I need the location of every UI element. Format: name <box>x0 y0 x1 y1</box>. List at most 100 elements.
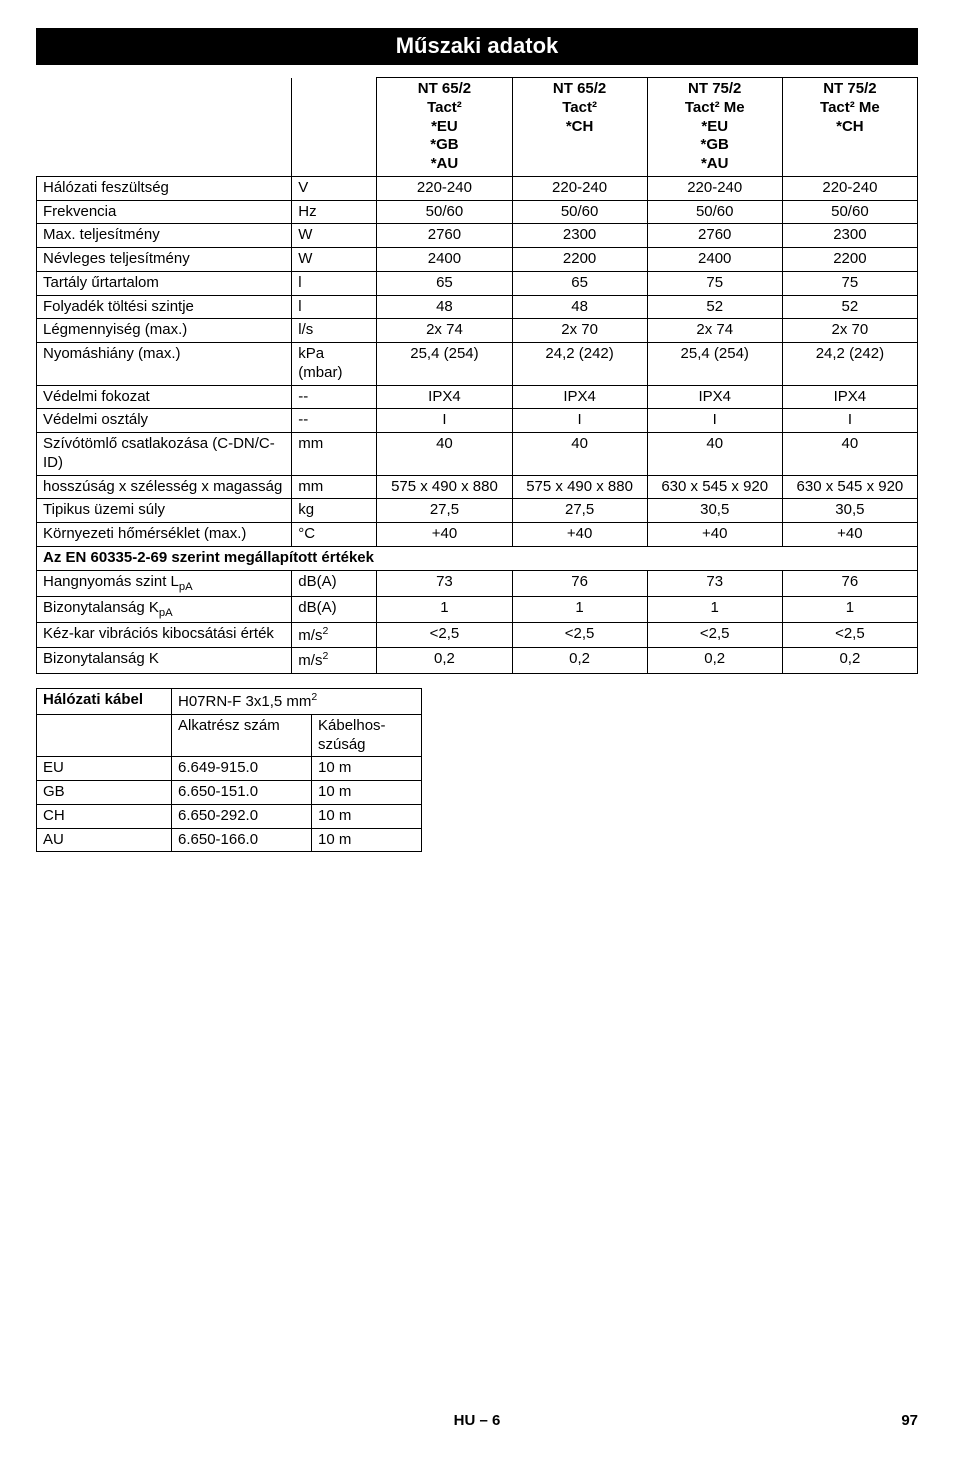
cable-region: AU <box>37 828 172 852</box>
cable-col1-header: Alkatrész szám <box>172 714 312 757</box>
section-row: Az EN 60335-2-69 szerint megállapított é… <box>37 546 918 570</box>
param-value: 40 <box>647 433 782 476</box>
page-footer: HU – 6 97 <box>36 1412 918 1429</box>
param-value: 73 <box>647 570 782 596</box>
cable-length: 10 m <box>312 757 422 781</box>
param-value: 1 <box>647 596 782 622</box>
param-value: 2760 <box>647 224 782 248</box>
param-value: 0,2 <box>647 648 782 674</box>
param-value: 0,2 <box>377 648 512 674</box>
col-header-1: NT 65/2Tact²*EU*GB*AU <box>377 78 512 177</box>
param-value: 575 x 490 x 880 <box>512 475 647 499</box>
param-value: 2x 70 <box>512 319 647 343</box>
param-value: 48 <box>512 295 647 319</box>
cable-length: 10 m <box>312 828 422 852</box>
param-value: 25,4 (254) <box>377 343 512 386</box>
table-row: Folyadék töltési szintjel48485252 <box>37 295 918 319</box>
param-value: 24,2 (242) <box>782 343 917 386</box>
footer-center: HU – 6 <box>36 1412 918 1429</box>
table-row: AU6.650-166.010 m <box>37 828 422 852</box>
param-value: 52 <box>782 295 917 319</box>
param-value: 75 <box>647 271 782 295</box>
param-name: Környezeti hőmérséklet (max.) <box>37 523 292 547</box>
param-value: 27,5 <box>377 499 512 523</box>
param-value: 2x 74 <box>377 319 512 343</box>
cable-col2-header: Kábelhos-szúság <box>312 714 422 757</box>
param-value: 30,5 <box>782 499 917 523</box>
param-value: 50/60 <box>377 200 512 224</box>
cable-length: 10 m <box>312 781 422 805</box>
header-blank-name <box>37 78 292 177</box>
param-value: +40 <box>782 523 917 547</box>
param-unit: kPa (mbar) <box>292 343 377 386</box>
param-name: Tartály űrtartalom <box>37 271 292 295</box>
param-value: 65 <box>377 271 512 295</box>
param-value: 25,4 (254) <box>647 343 782 386</box>
param-unit: °C <box>292 523 377 547</box>
param-name: Folyadék töltési szintje <box>37 295 292 319</box>
param-name: Max. teljesítmény <box>37 224 292 248</box>
param-value: +40 <box>647 523 782 547</box>
param-value: 1 <box>377 596 512 622</box>
cable-spec: H07RN-F 3x1,5 mm2 <box>172 689 422 715</box>
cable-region: GB <box>37 781 172 805</box>
cable-partno: 6.649-915.0 <box>172 757 312 781</box>
cable-blank <box>37 714 172 757</box>
param-value: I <box>782 409 917 433</box>
param-name: Nyomáshiány (max.) <box>37 343 292 386</box>
table-row: Kéz-kar vibrációs kibocsátási értékm/s2<… <box>37 622 918 648</box>
param-value: 1 <box>512 596 647 622</box>
col-header-4: NT 75/2Tact² Me*CH <box>782 78 917 177</box>
table-row: Hangnyomás szint LpAdB(A)73767376 <box>37 570 918 596</box>
param-value: 2x 74 <box>647 319 782 343</box>
param-value: 52 <box>647 295 782 319</box>
cable-partno: 6.650-292.0 <box>172 804 312 828</box>
param-name: Frekvencia <box>37 200 292 224</box>
param-value: 73 <box>377 570 512 596</box>
param-value: 65 <box>512 271 647 295</box>
param-value: 48 <box>377 295 512 319</box>
page-title: Műszaki adatok <box>36 28 918 65</box>
param-unit: m/s2 <box>292 648 377 674</box>
table-row: FrekvenciaHz50/6050/6050/6050/60 <box>37 200 918 224</box>
param-value: 220-240 <box>512 176 647 200</box>
param-value: 2200 <box>512 248 647 272</box>
param-unit: V <box>292 176 377 200</box>
cable-partno: 6.650-151.0 <box>172 781 312 805</box>
param-value: 0,2 <box>782 648 917 674</box>
table-row: Hálózati kábel H07RN-F 3x1,5 mm2 <box>37 689 422 715</box>
param-value: <2,5 <box>377 622 512 648</box>
cable-length: 10 m <box>312 804 422 828</box>
table-row: Névleges teljesítményW2400220024002200 <box>37 248 918 272</box>
param-value: 30,5 <box>647 499 782 523</box>
param-name: Kéz-kar vibrációs kibocsátási érték <box>37 622 292 648</box>
param-value: <2,5 <box>512 622 647 648</box>
param-name: Hálózati feszültség <box>37 176 292 200</box>
param-unit: Hz <box>292 200 377 224</box>
param-value: +40 <box>512 523 647 547</box>
param-value: +40 <box>377 523 512 547</box>
param-unit: m/s2 <box>292 622 377 648</box>
param-value: 50/60 <box>647 200 782 224</box>
param-name: Szívótömlő csatlakozása (C-DN/C-ID) <box>37 433 292 476</box>
table-row: Környezeti hőmérséklet (max.)°C+40+40+40… <box>37 523 918 547</box>
table-row: Max. teljesítményW2760230027602300 <box>37 224 918 248</box>
cable-region: EU <box>37 757 172 781</box>
param-value: 2300 <box>512 224 647 248</box>
param-unit: kg <box>292 499 377 523</box>
param-unit: mm <box>292 475 377 499</box>
param-unit: -- <box>292 409 377 433</box>
table-row: Bizonytalanság Km/s20,20,20,20,2 <box>37 648 918 674</box>
param-value: 1 <box>782 596 917 622</box>
param-value: IPX4 <box>377 385 512 409</box>
param-value: 220-240 <box>782 176 917 200</box>
table-row: Alkatrész szám Kábelhos-szúság <box>37 714 422 757</box>
param-name: Bizonytalanság K <box>37 648 292 674</box>
table-row: Hálózati feszültségV220-240220-240220-24… <box>37 176 918 200</box>
cable-partno: 6.650-166.0 <box>172 828 312 852</box>
param-unit: W <box>292 248 377 272</box>
param-value: 27,5 <box>512 499 647 523</box>
param-value: I <box>647 409 782 433</box>
param-value: 76 <box>782 570 917 596</box>
param-value: 575 x 490 x 880 <box>377 475 512 499</box>
